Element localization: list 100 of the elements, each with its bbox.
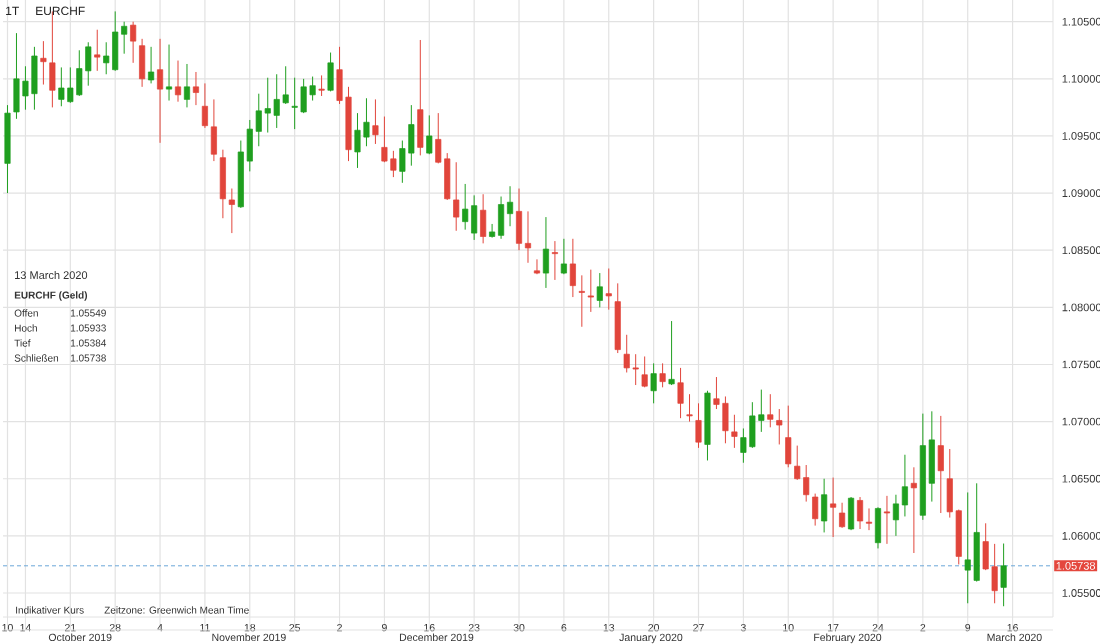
candlestick (489, 223, 496, 239)
candlestick (201, 82, 208, 129)
annotation: Offen (14, 309, 38, 317)
candlestick (731, 414, 738, 449)
text: February 2020 (814, 633, 882, 644)
chart-title: EURCHF (36, 6, 85, 16)
candlestick (596, 272, 603, 308)
chart-subtitle: 1T (6, 6, 19, 15)
candlestick (318, 74, 325, 97)
candlestick (578, 274, 585, 328)
candlestick (641, 355, 648, 388)
x-tick-label: 2 (337, 623, 342, 632)
candlestick (659, 362, 666, 388)
candlestick (533, 258, 541, 275)
annotation: Tief (14, 339, 31, 347)
x-tick-label: 4 (157, 624, 163, 632)
candlestick (964, 491, 971, 604)
candlestick (354, 112, 361, 169)
ref-line-label: 1.05738 (1056, 561, 1096, 570)
candlestick (462, 183, 469, 231)
x-tick-label: 21 (65, 623, 76, 632)
annotation: 1.05549 (70, 309, 106, 317)
x-tick-label: 16 (424, 623, 435, 632)
candlestick (865, 507, 873, 531)
candlestick (803, 464, 810, 503)
text: October 2019 (48, 633, 112, 642)
candlestick (165, 44, 173, 102)
annotation: 1.05933 (70, 324, 106, 332)
candlestick (892, 494, 899, 537)
candlestick (776, 408, 783, 445)
annotation: 1.05738 (70, 354, 106, 362)
candlestick (183, 63, 191, 108)
candlestick (883, 495, 890, 545)
x-tick-label: 2 (920, 623, 926, 632)
x-tick-label: 13 (603, 623, 615, 632)
x-tick-label: 3 (740, 623, 746, 632)
text: January 2020 (619, 633, 683, 644)
candlestick (94, 29, 101, 72)
candlestick (695, 402, 702, 449)
candlestick (291, 77, 298, 130)
candlestick (148, 46, 155, 84)
annotation: EURCHF (Geld) (14, 291, 88, 301)
candlestick (255, 93, 262, 147)
candlestick (435, 112, 442, 164)
candlestick (264, 77, 271, 134)
candlestick (560, 238, 567, 275)
x-tick-label: 14 (20, 624, 31, 632)
candlestick (812, 493, 819, 527)
candlestick (121, 21, 128, 55)
annotation: Indikativer Kurs (16, 606, 84, 614)
candlestick (524, 210, 532, 264)
x-tick-label: 30 (513, 623, 525, 632)
x-tick-label: 10 (783, 623, 794, 632)
candlestick (623, 334, 630, 373)
candlestick (758, 389, 765, 433)
candlestick (426, 114, 433, 155)
x-tick-label: 9 (965, 623, 971, 632)
text: November 2019 (212, 633, 286, 642)
candlestick (740, 427, 747, 464)
candlestick (587, 269, 594, 313)
candlestick (686, 393, 693, 423)
candlestick (569, 238, 576, 298)
annotation: 13 March 2020 (15, 270, 88, 280)
candlestick (85, 41, 92, 87)
candlestick (839, 502, 846, 529)
x-tick-label: 9 (381, 623, 387, 632)
candlestick (767, 393, 774, 428)
text: March 2020 (987, 633, 1042, 642)
x-tick-label: 18 (244, 623, 256, 632)
x-tick-label: 27 (693, 623, 704, 632)
candlestick (157, 38, 164, 144)
candlestick (910, 466, 917, 554)
candlestick (174, 60, 182, 103)
candlestick (192, 71, 199, 106)
candlestick (40, 40, 47, 86)
candlestick (650, 362, 657, 404)
candlestick (309, 76, 316, 102)
text: December 2019 (399, 633, 474, 642)
candlestick (399, 140, 406, 184)
x-tick-label: 6 (561, 623, 567, 632)
candlestick (605, 268, 612, 311)
x-tick-label: 24 (872, 623, 884, 632)
candlestick (372, 98, 379, 145)
x-tick-label: 20 (648, 623, 660, 632)
x-tick-label: 10 (2, 623, 13, 632)
candlestick (363, 97, 370, 147)
candlestick (991, 543, 998, 604)
candlestick (390, 150, 397, 178)
candlestick (67, 66, 74, 104)
candlestick (130, 21, 137, 64)
x-tick-label: 17 (828, 624, 839, 632)
annotation: Hoch (15, 324, 37, 332)
candlestick (273, 73, 280, 129)
candlestick (830, 477, 837, 538)
candlestick (901, 454, 908, 517)
x-tick-label: 28 (109, 623, 121, 632)
candlestick (668, 320, 675, 386)
candlestick (22, 65, 29, 111)
candlestick (713, 376, 720, 410)
x-tick-label: 25 (289, 623, 301, 632)
